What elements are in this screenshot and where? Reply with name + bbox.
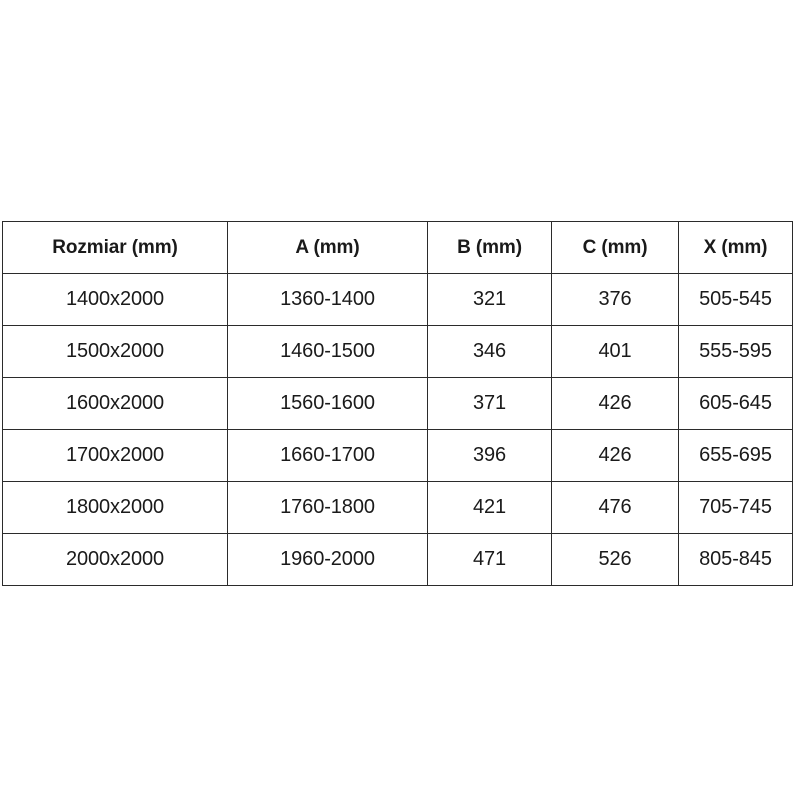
column-header-a: A (mm): [227, 221, 428, 274]
cell-size: 1700x2000: [2, 429, 228, 482]
cell-b: 321: [427, 273, 552, 326]
column-header-x: X (mm): [678, 221, 793, 274]
table-row: 1500x2000 1460-1500 346 401 555-595: [2, 325, 793, 378]
cell-size: 1500x2000: [2, 325, 228, 378]
cell-size: 1800x2000: [2, 481, 228, 534]
cell-c: 526: [551, 533, 679, 586]
cell-x: 655-695: [678, 429, 793, 482]
cell-c: 426: [551, 377, 679, 430]
table-row: 1400x2000 1360-1400 321 376 505-545: [2, 273, 793, 326]
column-header-size: Rozmiar (mm): [2, 221, 228, 274]
cell-x: 555-595: [678, 325, 793, 378]
cell-size: 2000x2000: [2, 533, 228, 586]
cell-x: 605-645: [678, 377, 793, 430]
table-row: 1700x2000 1660-1700 396 426 655-695: [2, 429, 793, 482]
column-header-b: B (mm): [427, 221, 552, 274]
column-header-c: C (mm): [551, 221, 679, 274]
cell-a: 1760-1800: [227, 481, 428, 534]
cell-b: 346: [427, 325, 552, 378]
table-row: 1600x2000 1560-1600 371 426 605-645: [2, 377, 793, 430]
cell-c: 426: [551, 429, 679, 482]
cell-size: 1600x2000: [2, 377, 228, 430]
cell-c: 476: [551, 481, 679, 534]
cell-x: 805-845: [678, 533, 793, 586]
cell-b: 471: [427, 533, 552, 586]
cell-a: 1960-2000: [227, 533, 428, 586]
cell-a: 1460-1500: [227, 325, 428, 378]
table-row: 2000x2000 1960-2000 471 526 805-845: [2, 533, 793, 586]
dimensions-table-container: Rozmiar (mm) A (mm) B (mm) C (mm) X (mm)…: [2, 221, 793, 586]
cell-x: 705-745: [678, 481, 793, 534]
cell-a: 1660-1700: [227, 429, 428, 482]
dimensions-table: Rozmiar (mm) A (mm) B (mm) C (mm) X (mm)…: [2, 221, 793, 586]
cell-b: 421: [427, 481, 552, 534]
cell-a: 1560-1600: [227, 377, 428, 430]
table-body: 1400x2000 1360-1400 321 376 505-545 1500…: [2, 273, 793, 586]
table-header: Rozmiar (mm) A (mm) B (mm) C (mm) X (mm): [2, 221, 793, 274]
table-row: 1800x2000 1760-1800 421 476 705-745: [2, 481, 793, 534]
cell-b: 371: [427, 377, 552, 430]
cell-size: 1400x2000: [2, 273, 228, 326]
cell-c: 401: [551, 325, 679, 378]
cell-a: 1360-1400: [227, 273, 428, 326]
cell-c: 376: [551, 273, 679, 326]
table-header-row: Rozmiar (mm) A (mm) B (mm) C (mm) X (mm): [2, 221, 793, 274]
cell-x: 505-545: [678, 273, 793, 326]
cell-b: 396: [427, 429, 552, 482]
